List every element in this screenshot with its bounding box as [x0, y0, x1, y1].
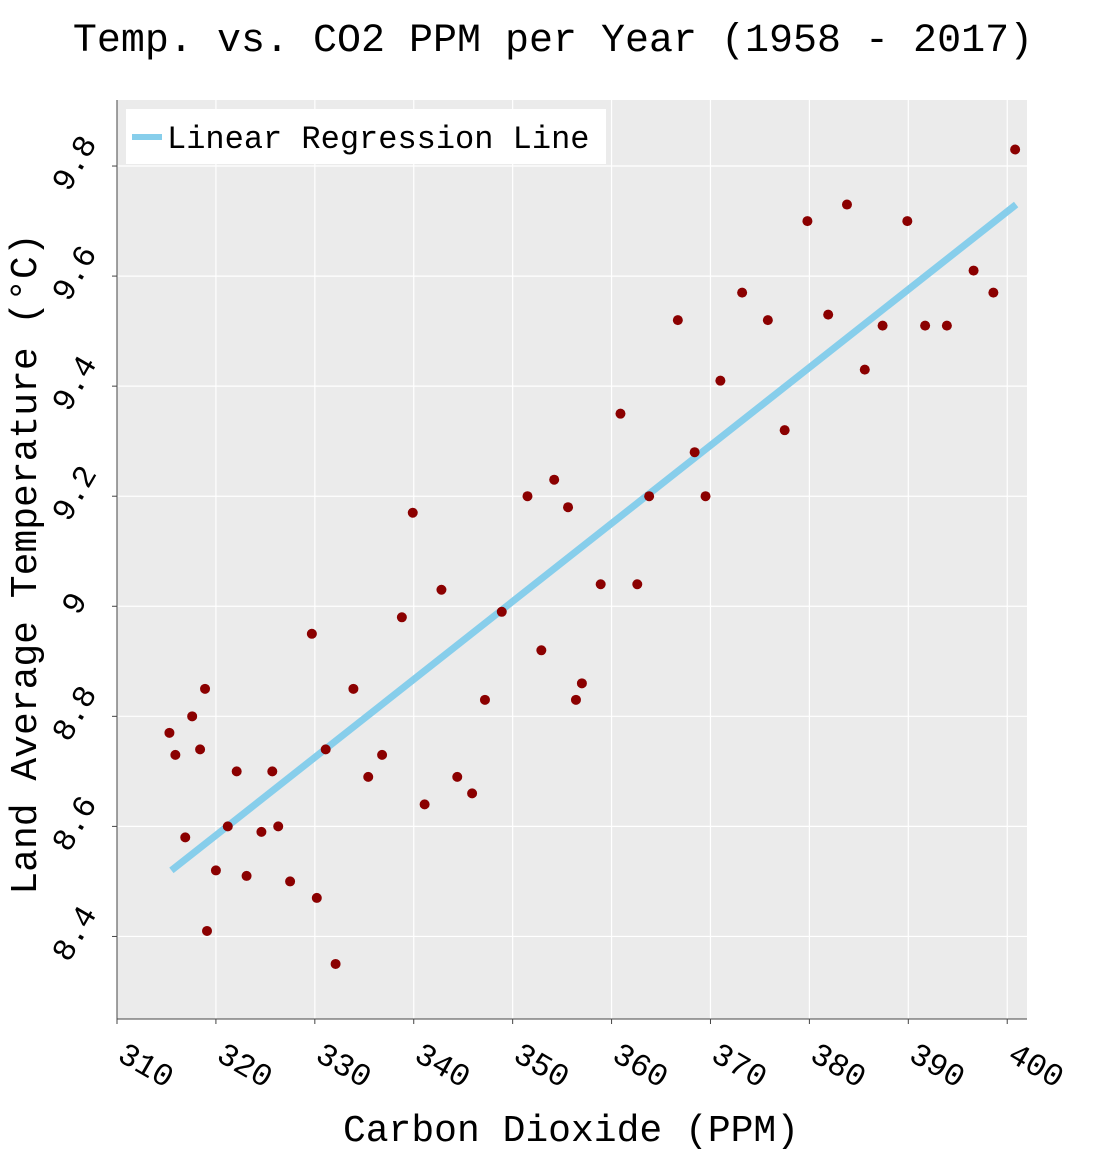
data-point	[802, 216, 813, 227]
data-point	[231, 766, 242, 777]
data-point	[419, 799, 430, 810]
plot-area	[117, 100, 1027, 1019]
y-axis-ticks: 8.4 8.6 8.8 9 9.2 9.4 9.6 9.8	[45, 130, 117, 968]
data-point	[968, 265, 979, 276]
data-point	[348, 683, 359, 694]
x-tick-label: 350	[507, 1036, 575, 1097]
x-tick-label: 380	[803, 1036, 871, 1097]
y-axis-label: Land Average Temperature (°C)	[5, 233, 48, 894]
data-point	[823, 309, 834, 320]
data-point	[689, 447, 700, 458]
data-point	[941, 320, 952, 331]
data-point	[241, 870, 252, 881]
data-point	[563, 502, 574, 513]
data-point	[195, 744, 206, 755]
data-point	[715, 375, 726, 386]
x-tick-label: 390	[902, 1036, 970, 1097]
data-point	[330, 958, 341, 969]
data-point	[762, 315, 773, 326]
data-point	[210, 865, 221, 876]
data-point	[632, 579, 643, 590]
y-tick-label: 9.6	[45, 240, 106, 308]
y-tick-label: 8.6	[45, 790, 106, 858]
y-tick-label: 8.4	[45, 900, 106, 968]
x-tick-label: 340	[408, 1036, 476, 1097]
x-axis-label: Carbon Dioxide (PPM)	[343, 1110, 799, 1152]
data-point	[877, 320, 888, 331]
data-point	[988, 287, 999, 298]
data-point	[549, 474, 560, 485]
x-tick-label: 310	[111, 1036, 179, 1097]
data-point	[737, 287, 748, 298]
data-point	[306, 628, 317, 639]
y-tick-label: 8.8	[45, 680, 106, 748]
legend: Linear Regression Line	[126, 109, 606, 164]
data-point	[377, 749, 388, 760]
x-tick-label: 360	[606, 1036, 674, 1097]
data-point	[407, 507, 418, 518]
data-point	[273, 821, 284, 832]
data-point	[859, 364, 870, 375]
data-point	[522, 491, 533, 502]
data-point	[436, 584, 447, 595]
data-point	[570, 694, 581, 705]
data-point	[285, 876, 296, 887]
data-point	[267, 766, 278, 777]
data-point	[536, 645, 547, 656]
y-tick-label: 9.8	[45, 130, 106, 198]
data-point	[595, 579, 606, 590]
regression-line	[169, 201, 1019, 874]
x-tick-label: 370	[705, 1036, 773, 1097]
x-tick-label: 330	[309, 1036, 377, 1097]
data-point	[920, 320, 931, 331]
data-point	[672, 315, 683, 326]
x-axis-ticks: 310 320 330 340 350 360 370 380 390 400	[111, 1019, 1070, 1097]
data-point	[200, 683, 211, 694]
data-point	[363, 771, 374, 782]
data-point	[779, 425, 790, 436]
gridlines	[116, 100, 1027, 1019]
data-point	[164, 727, 175, 738]
data-point	[841, 199, 852, 210]
x-tick-label: 400	[1001, 1036, 1069, 1097]
legend-box	[126, 109, 606, 164]
data-point	[496, 606, 507, 617]
data-point	[222, 821, 233, 832]
y-tick-label: 9.4	[45, 350, 106, 418]
data-point	[320, 744, 331, 755]
y-tick-label: 9	[55, 586, 97, 621]
data-point	[396, 612, 407, 623]
data-point	[202, 925, 213, 936]
data-point	[256, 826, 267, 837]
y-tick-label: 9.2	[45, 460, 106, 528]
legend-label-regression: Linear Regression Line	[167, 121, 589, 158]
data-point	[615, 408, 626, 419]
data-point	[452, 771, 463, 782]
data-point	[1010, 144, 1021, 155]
data-point	[311, 892, 322, 903]
data-point	[576, 678, 587, 689]
data-point	[187, 711, 198, 722]
data-point	[902, 216, 913, 227]
data-marks	[164, 144, 1021, 969]
data-point	[644, 491, 655, 502]
data-point	[467, 788, 478, 799]
data-point	[170, 749, 181, 760]
data-point	[479, 694, 490, 705]
data-point	[700, 491, 711, 502]
chart-title: Temp. vs. CO2 PPM per Year (1958 - 2017)	[73, 19, 1033, 64]
axes	[116, 100, 1027, 1020]
data-point	[180, 832, 191, 843]
x-tick-label: 320	[210, 1036, 278, 1097]
